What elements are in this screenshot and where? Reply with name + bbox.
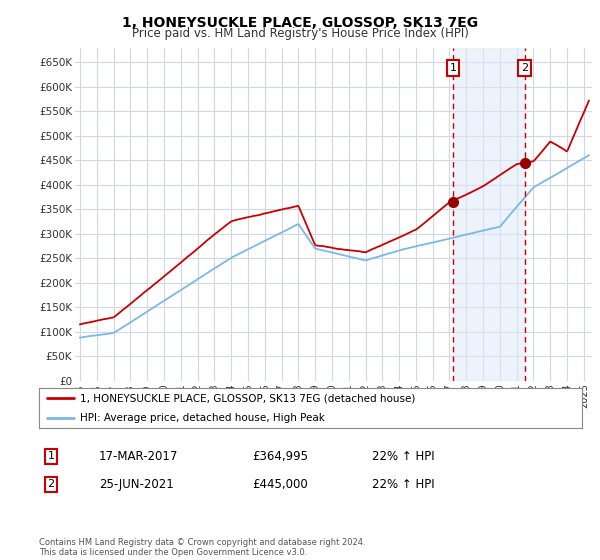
Text: 22% ↑ HPI: 22% ↑ HPI: [372, 450, 434, 463]
Text: 1: 1: [47, 451, 55, 461]
Text: 2: 2: [47, 479, 55, 489]
Bar: [453, 48, 524, 381]
Text: £364,995: £364,995: [252, 450, 308, 463]
Text: 1, HONEYSUCKLE PLACE, GLOSSOP, SK13 7EG: 1, HONEYSUCKLE PLACE, GLOSSOP, SK13 7EG: [122, 16, 478, 30]
Text: 1: 1: [449, 63, 457, 73]
Text: £445,000: £445,000: [252, 478, 308, 491]
Text: Contains HM Land Registry data © Crown copyright and database right 2024.
This d: Contains HM Land Registry data © Crown c…: [39, 538, 365, 557]
Text: 2: 2: [521, 63, 528, 73]
Text: 25-JUN-2021: 25-JUN-2021: [99, 478, 174, 491]
Text: Price paid vs. HM Land Registry's House Price Index (HPI): Price paid vs. HM Land Registry's House …: [131, 27, 469, 40]
Text: 17-MAR-2017: 17-MAR-2017: [99, 450, 178, 463]
Text: 1, HONEYSUCKLE PLACE, GLOSSOP, SK13 7EG (detached house): 1, HONEYSUCKLE PLACE, GLOSSOP, SK13 7EG …: [80, 393, 415, 403]
Text: 22% ↑ HPI: 22% ↑ HPI: [372, 478, 434, 491]
Text: HPI: Average price, detached house, High Peak: HPI: Average price, detached house, High…: [80, 413, 325, 423]
